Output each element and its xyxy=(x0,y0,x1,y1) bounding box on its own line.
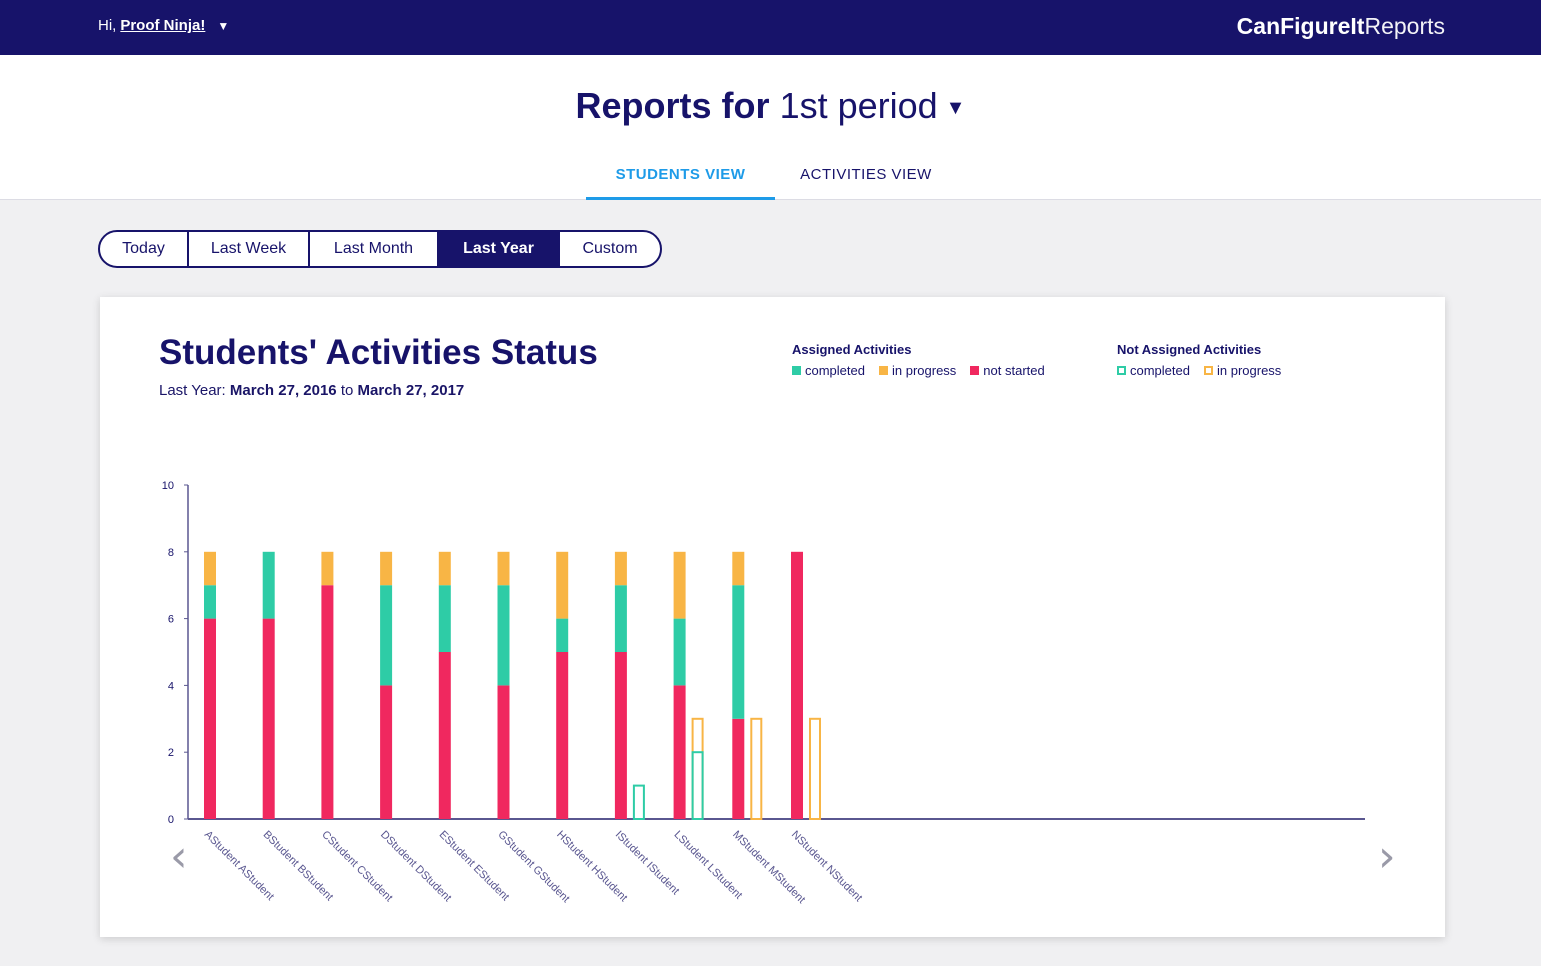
bar-completed xyxy=(380,585,393,686)
bar-not-started xyxy=(497,685,510,819)
legend-label: not started xyxy=(983,363,1045,378)
user-greeting: Hi, Proof Ninja! ▼ xyxy=(98,17,229,34)
bar-na-in-progress xyxy=(691,717,704,820)
bar-in-progress xyxy=(614,551,627,586)
bar-completed xyxy=(497,585,510,686)
bar-not-started xyxy=(732,718,745,819)
bar-not-started xyxy=(791,551,803,819)
bar-completed xyxy=(614,585,627,652)
bar-not-started xyxy=(556,652,569,819)
legend-not-assigned: Not Assigned Activities completed in pro… xyxy=(1117,342,1295,378)
legend-label: completed xyxy=(805,363,865,378)
top-bar: Hi, Proof Ninja! ▼ CanFigureItReports xyxy=(0,0,1541,55)
swatch-in-progress xyxy=(878,366,888,375)
page-title: Reports for 1st period ▼ xyxy=(0,85,1541,127)
bar-in-progress xyxy=(380,551,393,586)
chevron-left-icon[interactable]: ‹ xyxy=(170,831,188,882)
legend-label: in progress xyxy=(1216,363,1282,378)
swatch-na-completed xyxy=(1117,366,1126,375)
brand-light: Reports xyxy=(1364,13,1445,39)
bar-in-progress xyxy=(438,551,451,586)
date-from: March 27, 2016 xyxy=(229,382,337,399)
chart-date-range: Last Year: March 27, 2016 to March 27, 2… xyxy=(159,382,464,399)
bar-in-progress xyxy=(497,551,510,586)
bar-completed xyxy=(262,551,275,619)
title-prefix: Reports for xyxy=(575,85,770,126)
brand-logo: CanFigureItReports xyxy=(1237,13,1445,40)
chevron-down-icon[interactable]: ▼ xyxy=(945,96,966,119)
user-menu-link[interactable]: Proof Ninja! xyxy=(120,17,206,34)
range-last-month-button[interactable]: Last Month xyxy=(310,232,439,266)
y-tick-label: 4 xyxy=(168,680,174,692)
tab-students-view[interactable]: STUDENTS VIEW xyxy=(586,155,775,200)
brand-bold: CanFigureIt xyxy=(1236,13,1365,39)
legend-item-in-progress: in progress xyxy=(878,363,957,378)
date-to: March 27, 2017 xyxy=(357,382,465,399)
bar-not-started xyxy=(438,652,451,819)
bar-not-started xyxy=(614,652,627,819)
legend-not-assigned-title: Not Assigned Activities xyxy=(1117,342,1262,357)
range-custom-button[interactable]: Custom xyxy=(582,240,638,257)
chevron-right-icon[interactable]: › xyxy=(1378,831,1396,882)
bar-in-progress xyxy=(204,551,216,586)
bar-completed xyxy=(438,585,451,652)
y-tick-label: 8 xyxy=(168,547,174,559)
date-range-selector: Today Last Week Last Month Last Year Cus… xyxy=(98,230,662,268)
bar-completed xyxy=(732,585,745,719)
date-range-prefix: Last Year: xyxy=(159,382,226,399)
date-separator: to xyxy=(340,382,354,399)
bar-na-in-progress xyxy=(750,717,763,820)
y-tick-label: 2 xyxy=(168,747,174,759)
chart-card: Students' Activities Status Last Year: M… xyxy=(100,297,1445,937)
bar-not-started xyxy=(262,618,275,819)
range-today-button[interactable]: Today xyxy=(100,232,189,266)
x-tick-label: IStudent IStudent xyxy=(613,829,682,898)
swatch-na-in-progress xyxy=(1203,366,1213,375)
legend-item-not-started: not started xyxy=(970,363,1045,378)
bar-not-started xyxy=(321,585,334,819)
bar-completed xyxy=(556,618,569,652)
greeting-prefix: Hi, xyxy=(98,17,117,34)
tab-activities-view[interactable]: ACTIVITIES VIEW xyxy=(800,166,932,183)
range-last-week-button[interactable]: Last Week xyxy=(189,232,310,266)
legend-assigned-title: Assigned Activities xyxy=(792,342,912,357)
bar-na-completed xyxy=(632,784,645,821)
bar-in-progress xyxy=(732,551,745,586)
bar-in-progress xyxy=(556,551,569,619)
range-last-year-button[interactable]: Last Year xyxy=(439,232,560,266)
legend-assigned: Assigned Activities completed in progres… xyxy=(792,342,1059,378)
y-tick-label: 6 xyxy=(168,614,174,626)
bar-completed xyxy=(673,618,686,686)
bar-not-started xyxy=(673,685,686,819)
view-tabs: STUDENTS VIEW ACTIVITIES VIEW xyxy=(586,155,957,200)
legend-label: completed xyxy=(1130,363,1190,378)
legend-label: in progress xyxy=(891,363,957,378)
legend-item-na-in-progress: in progress xyxy=(1203,363,1282,378)
bar-in-progress xyxy=(673,551,686,619)
y-tick-label: 10 xyxy=(162,480,174,492)
swatch-not-started xyxy=(970,366,980,375)
bar-not-started xyxy=(380,685,393,819)
chart-title: Students' Activities Status xyxy=(159,333,598,372)
swatch-completed xyxy=(792,366,801,375)
y-tick-label: 0 xyxy=(168,814,174,826)
bar-not-started xyxy=(204,618,216,819)
chevron-down-icon[interactable]: ▼ xyxy=(217,18,230,33)
bar-na-in-progress xyxy=(809,717,821,820)
bar-completed xyxy=(204,585,216,619)
period-selector[interactable]: 1st period xyxy=(779,85,938,126)
legend-item-na-completed: completed xyxy=(1117,363,1190,378)
legend-item-completed: completed xyxy=(792,363,865,378)
bar-in-progress xyxy=(321,551,334,586)
bar-na-completed xyxy=(691,751,704,821)
page-header: Reports for 1st period ▼ STUDENTS VIEW AC… xyxy=(0,55,1541,200)
